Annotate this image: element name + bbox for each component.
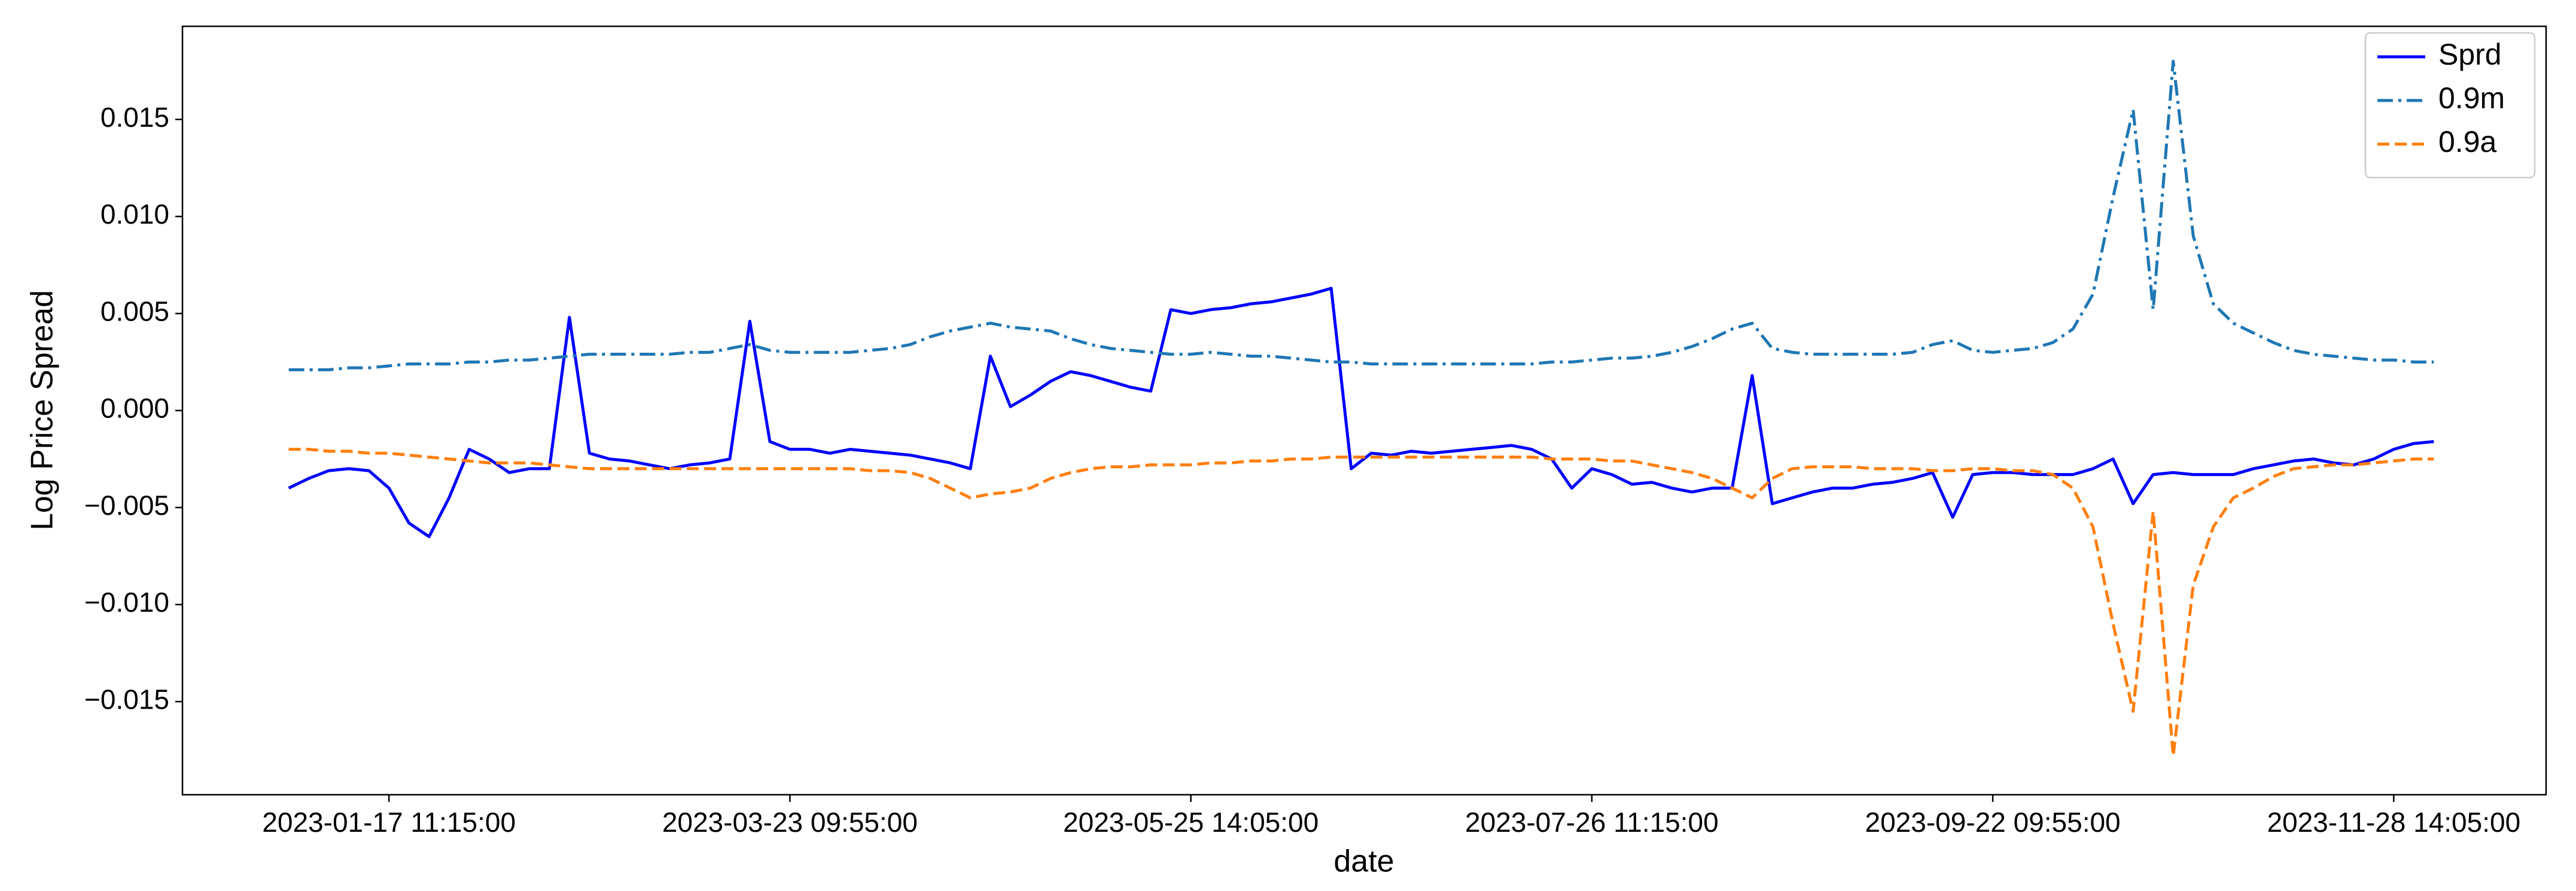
y-tick-label: −0.015: [84, 683, 169, 715]
x-tick-label: 2023-05-25 14:05:00: [1063, 807, 1319, 838]
legend-label: 0.9a: [2438, 125, 2497, 158]
y-tick-label: 0.005: [101, 295, 169, 327]
y-tick-label: 0.010: [101, 199, 169, 230]
y-tick-label: 0.015: [101, 102, 169, 133]
x-tick-label: 2023-11-28 14:05:00: [2267, 807, 2520, 838]
y-axis-label: Log Price Spread: [25, 290, 60, 530]
x-tick-label: 2023-03-23 09:55:00: [662, 807, 918, 838]
series-line: [288, 286, 2434, 538]
x-tick-label: 2023-01-17 11:15:00: [262, 807, 516, 838]
y-tick-label: −0.005: [84, 490, 169, 521]
legend-label: 0.9m: [2438, 81, 2505, 115]
series-line: [288, 447, 2434, 758]
y-tick-label: 0.000: [101, 393, 169, 424]
y-tick-label: −0.010: [84, 587, 169, 618]
x-tick-label: 2023-07-26 11:15:00: [1465, 807, 1719, 838]
series-line: [288, 59, 2434, 371]
legend-label: Sprd: [2438, 38, 2502, 71]
x-tick-label: 2023-09-22 09:55:00: [1865, 807, 2121, 838]
legend: Sprd 0.9m 0.9a: [2364, 32, 2536, 179]
legend-box: [2364, 32, 2536, 179]
x-axis-label: date: [1333, 844, 1394, 879]
plot-frame: [181, 25, 2547, 796]
